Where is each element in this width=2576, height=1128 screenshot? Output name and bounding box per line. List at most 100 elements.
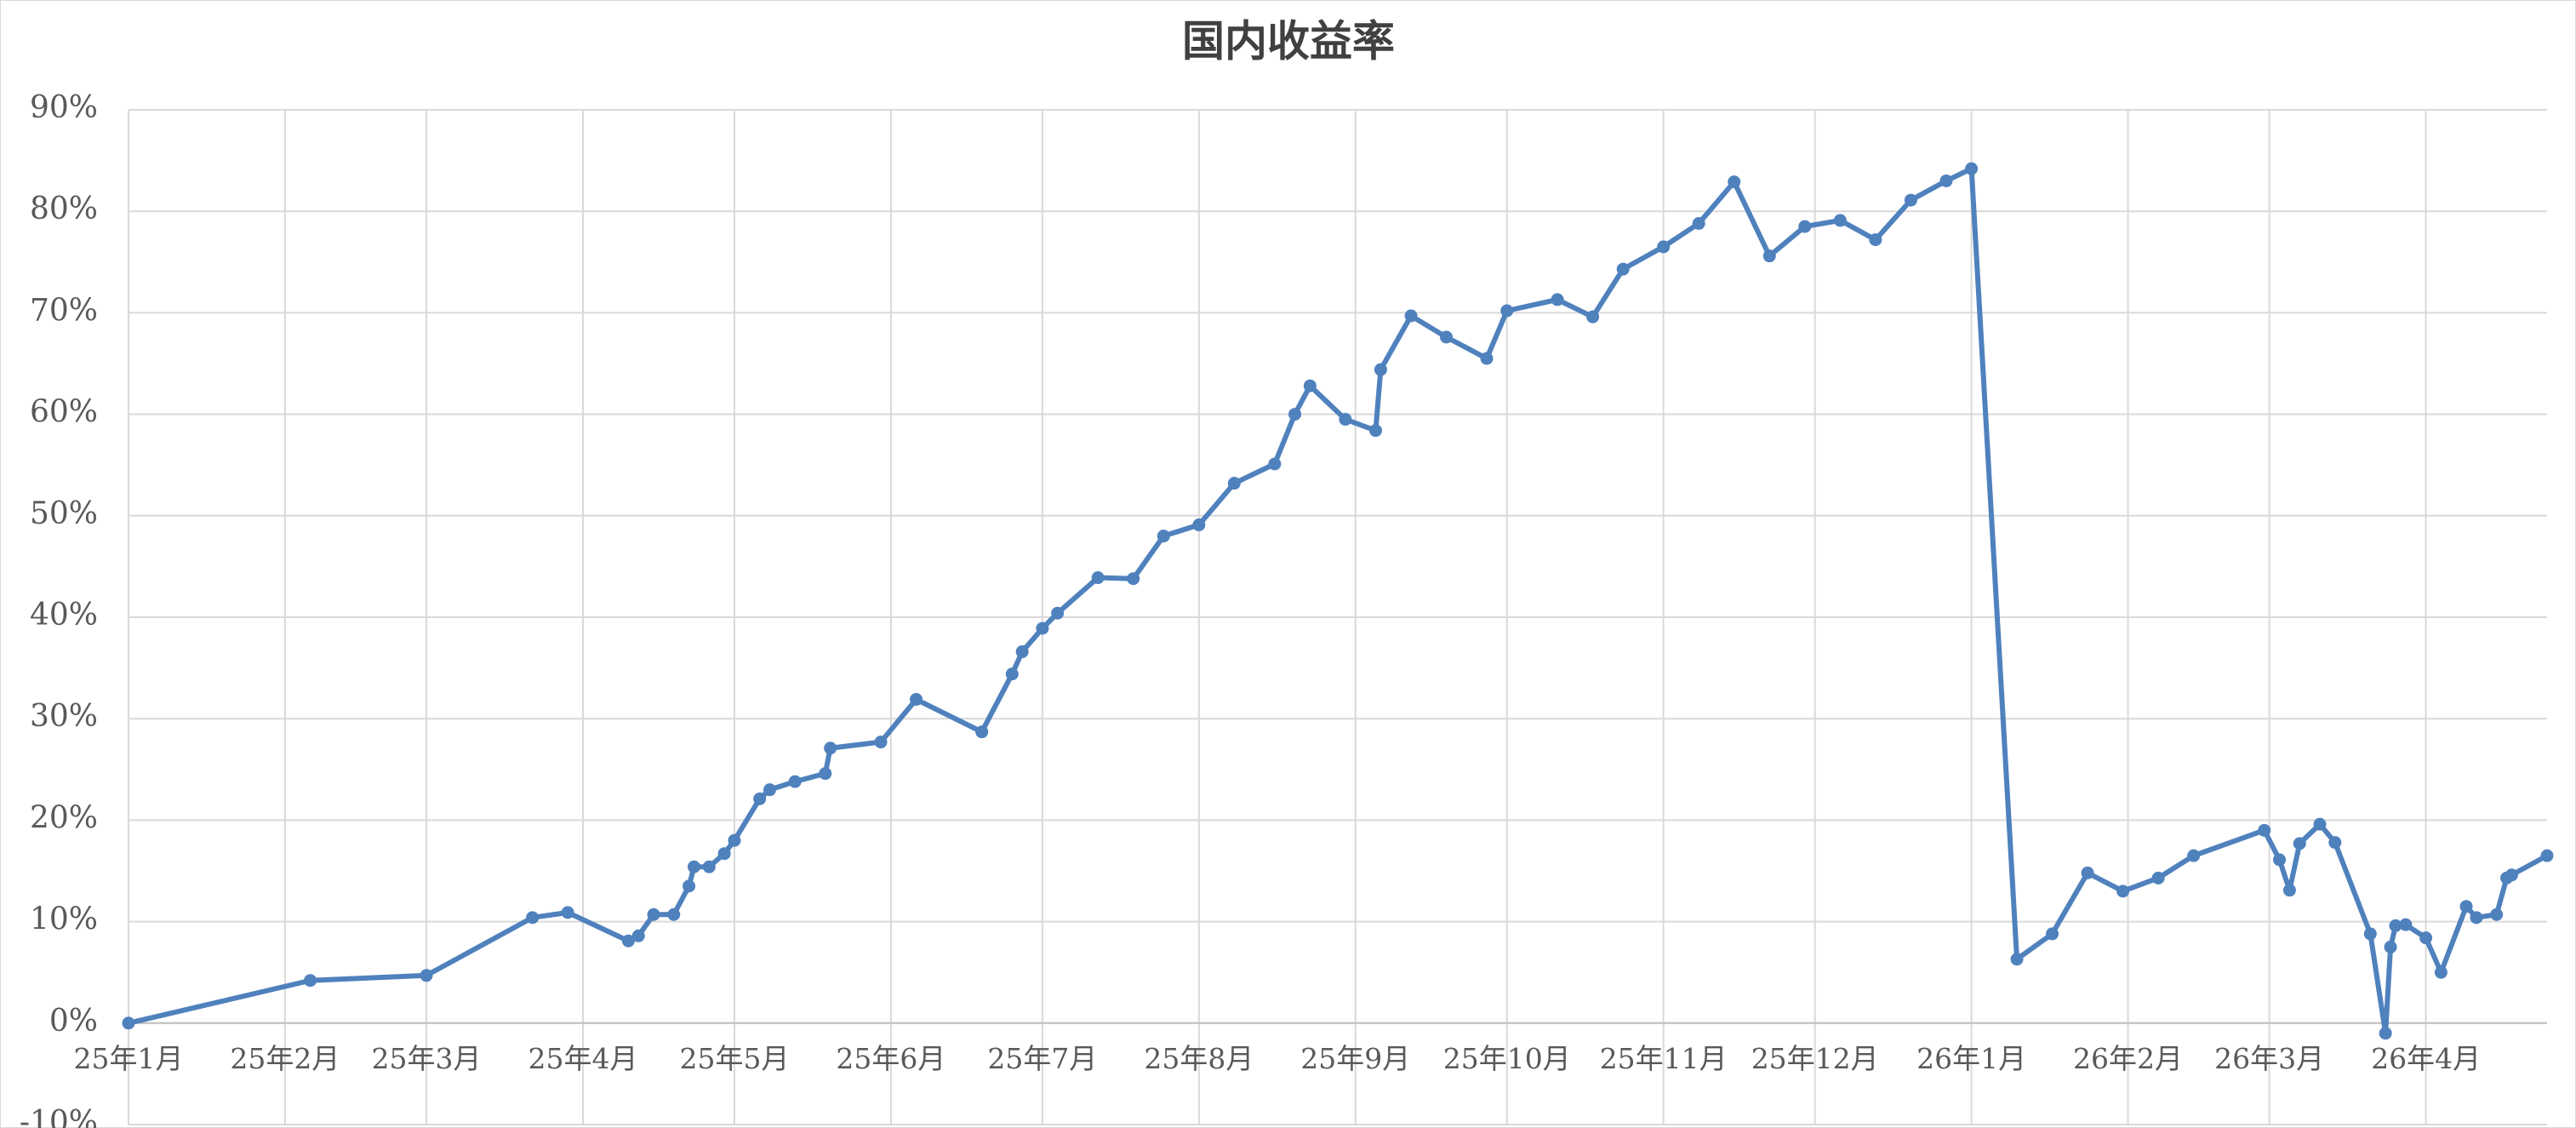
data-point (561, 906, 574, 919)
data-point (1551, 293, 1564, 306)
data-point (420, 969, 433, 982)
y-tick-label: 60% (30, 395, 98, 430)
data-point (1051, 606, 1065, 620)
x-tick-label: 25年10月 (1443, 1042, 1571, 1075)
data-point (1288, 408, 1302, 421)
data-point (1015, 645, 1029, 659)
x-tick-label: 26年3月 (2214, 1042, 2324, 1075)
y-tick-label: 10% (30, 902, 98, 937)
x-tick-label: 25年9月 (1300, 1042, 1410, 1075)
data-point (2459, 900, 2473, 913)
data-point (683, 879, 696, 893)
x-tick-label: 26年1月 (1916, 1042, 2026, 1075)
data-point (1904, 193, 1917, 207)
x-tick-label: 25年4月 (528, 1042, 637, 1075)
data-point (2187, 849, 2201, 862)
data-point (975, 725, 989, 739)
data-point (1657, 240, 1671, 254)
data-point (763, 783, 777, 797)
data-point (1480, 352, 1494, 365)
data-point (2273, 853, 2287, 867)
y-tick-label: 50% (30, 496, 98, 531)
data-point (122, 1016, 135, 1030)
data-point (2363, 927, 2377, 941)
data-point (728, 833, 741, 847)
data-point (1965, 162, 1979, 175)
y-tick-label: 70% (30, 293, 98, 328)
data-point (1374, 363, 1387, 376)
data-point (1500, 304, 1514, 318)
data-point (824, 742, 837, 755)
data-point (1368, 424, 1382, 438)
x-tick-label: 25年11月 (1600, 1042, 1728, 1075)
data-point (667, 908, 681, 921)
data-point (788, 775, 802, 788)
data-point (2470, 911, 2483, 925)
data-point (1157, 530, 1170, 543)
data-point (2384, 940, 2397, 953)
data-point (1798, 220, 1812, 233)
x-tick-label: 25年5月 (679, 1042, 789, 1075)
y-tick-label: 0% (49, 1004, 98, 1039)
data-point (1833, 214, 1847, 227)
y-tick-label: 40% (30, 598, 98, 633)
x-tick-label: 25年2月 (230, 1042, 340, 1075)
data-point (819, 767, 832, 781)
x-tick-label: 25年8月 (1144, 1042, 1254, 1075)
y-tick-label: 90% (30, 90, 98, 125)
data-point (2419, 931, 2433, 945)
data-point (1227, 477, 1241, 490)
data-point (1692, 217, 1705, 231)
data-point (2399, 918, 2413, 931)
data-point (1339, 413, 1352, 427)
y-tick-label: 30% (30, 699, 98, 734)
data-point (621, 934, 635, 948)
y-tick-label: 80% (30, 192, 98, 226)
data-point (2505, 868, 2518, 882)
x-tick-label: 26年2月 (2073, 1042, 2183, 1075)
data-point (702, 860, 716, 873)
data-point (2434, 965, 2447, 979)
data-point (717, 847, 731, 861)
data-point (2081, 866, 2094, 879)
data-point (2313, 817, 2327, 831)
x-tick-label: 25年1月 (74, 1042, 184, 1075)
data-point (1440, 330, 1454, 344)
x-tick-label: 26年4月 (2371, 1042, 2481, 1075)
data-point (2046, 927, 2059, 941)
data-point (2293, 837, 2306, 850)
data-point (1869, 233, 1882, 247)
data-point (910, 693, 923, 707)
data-point (1268, 457, 1282, 471)
data-point (631, 929, 645, 942)
data-point (2282, 884, 2296, 897)
x-tick-label: 25年3月 (372, 1042, 482, 1075)
data-point (1728, 175, 1741, 189)
data-point (2258, 823, 2271, 837)
data-point (647, 908, 660, 921)
data-point (304, 974, 317, 988)
data-line (128, 166, 2549, 1036)
data-point (2540, 849, 2554, 862)
chart-title: 国内收益率 (1182, 17, 1395, 66)
data-point (688, 860, 701, 873)
data-point (1036, 621, 1049, 635)
data-point (1404, 309, 1418, 323)
data-point (2010, 953, 2024, 966)
data-point (2490, 908, 2504, 921)
data-point (1939, 174, 1953, 187)
data-point (526, 911, 540, 925)
y-tick-label: -10% (20, 1105, 98, 1128)
data-point (1091, 571, 1105, 585)
x-tick-label: 25年12月 (1751, 1042, 1879, 1075)
data-point (753, 792, 767, 805)
x-tick-label: 25年6月 (836, 1042, 945, 1075)
data-point (2116, 885, 2130, 898)
data-point (2151, 871, 2165, 885)
data-point (874, 736, 888, 749)
data-point (1127, 572, 1140, 586)
x-tick-label: 25年7月 (987, 1042, 1097, 1075)
data-point (2389, 919, 2402, 932)
